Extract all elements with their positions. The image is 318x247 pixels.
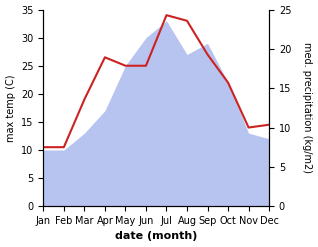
Y-axis label: max temp (C): max temp (C) bbox=[5, 74, 16, 142]
X-axis label: date (month): date (month) bbox=[115, 231, 197, 242]
Y-axis label: med. precipitation (kg/m2): med. precipitation (kg/m2) bbox=[302, 42, 313, 173]
